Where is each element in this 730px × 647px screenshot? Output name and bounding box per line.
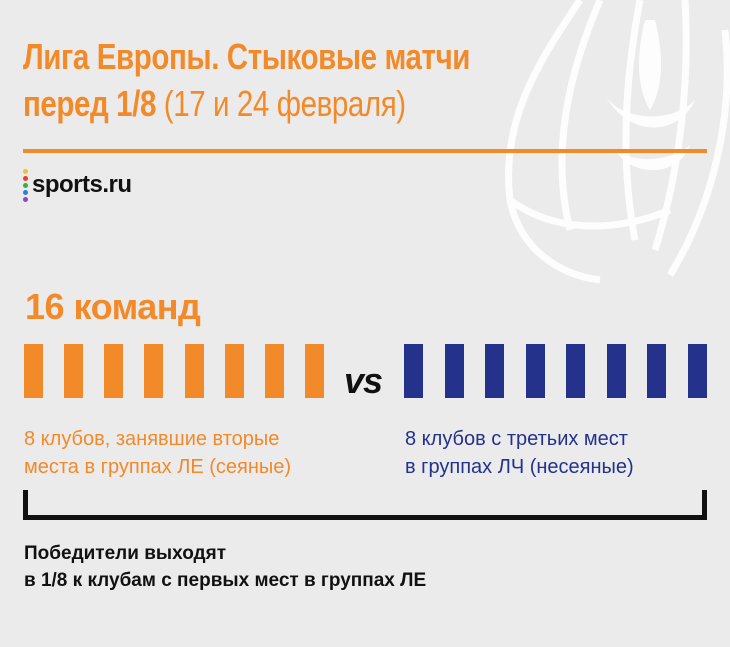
club-bar (688, 344, 707, 398)
title-dates: (17 и 24 февраля) (163, 83, 406, 124)
club-bar (647, 344, 666, 398)
club-bar (225, 344, 244, 398)
logo-dot (23, 175, 28, 181)
club-bar (185, 344, 204, 398)
title-line-2-bold: перед 1/8 (23, 83, 156, 124)
sports-ru-logo: sports.ru (23, 168, 132, 202)
title-divider (23, 149, 707, 153)
club-bar (104, 344, 123, 398)
title-line-1: Лига Европы. Стыковые матчи (23, 36, 471, 77)
logo-dot (23, 189, 28, 195)
club-bar (485, 344, 504, 398)
club-bar (144, 344, 163, 398)
page-title: Лига Европы. Стыковые матчи перед 1/8 (1… (23, 33, 470, 127)
teams-count: 16 команд (25, 286, 201, 327)
seeded-description: 8 клубов, занявшие вторые места в группа… (24, 428, 292, 478)
club-bar (305, 344, 324, 398)
logo-dot (23, 182, 28, 188)
logo-dot (23, 196, 28, 202)
club-bar (607, 344, 626, 398)
club-bar (526, 344, 545, 398)
club-bar (445, 344, 464, 398)
seeded-clubs-bars (24, 344, 324, 398)
club-bar (566, 344, 585, 398)
club-bar (24, 344, 43, 398)
europa-league-trophy-watermark (505, 0, 730, 284)
logo-text: sports.ru (32, 171, 132, 198)
club-bar (265, 344, 284, 398)
title-line-2: перед 1/8 (17 и 24 февраля) (23, 80, 470, 127)
unseeded-description: 8 клубов с третьих мест в группах ЛЧ (не… (405, 428, 634, 478)
bracket-line (23, 490, 707, 520)
club-bar (404, 344, 423, 398)
logo-dots-icon (23, 168, 28, 202)
unseeded-clubs-bars (404, 344, 707, 398)
vs-label: vs (344, 360, 383, 401)
club-bar (64, 344, 83, 398)
winners-note: Победители выходят в 1/8 к клубам с перв… (24, 543, 427, 591)
logo-dot (23, 168, 28, 174)
